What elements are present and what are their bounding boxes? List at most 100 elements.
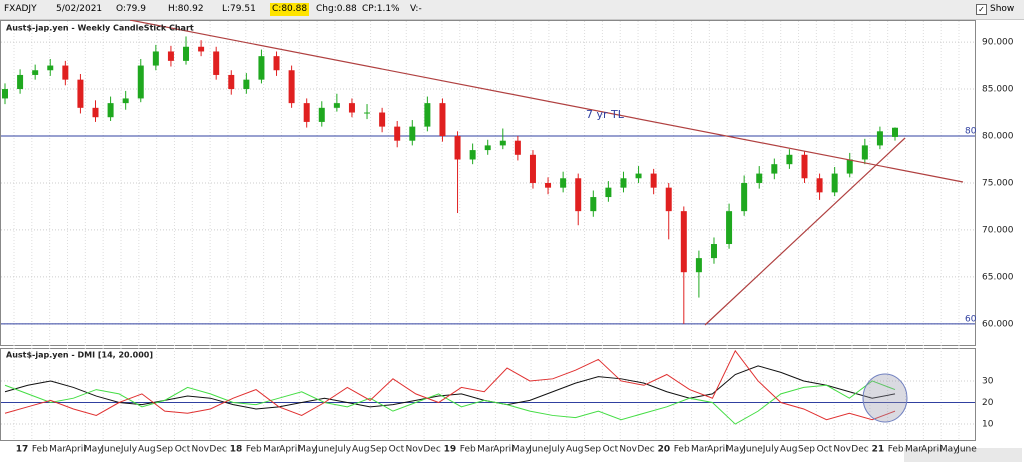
- x-tick-label: 18: [230, 445, 243, 455]
- x-tick-label: Mar: [263, 445, 280, 455]
- candle-body: [876, 131, 883, 146]
- candle-body: [198, 46, 205, 52]
- x-tick-label: Aug: [352, 445, 370, 455]
- x-tick-label: Feb: [674, 445, 690, 455]
- x-tick-label: Dec: [209, 445, 226, 455]
- candle-body: [529, 154, 536, 183]
- x-tick-label: April: [921, 445, 942, 455]
- candle-body: [756, 173, 763, 183]
- dmi-title: Aust$-jap.yen - DMI [14, 20.000]: [6, 351, 153, 360]
- x-tick-label: Dec: [851, 445, 868, 455]
- trend-line: [129, 20, 964, 183]
- chart: Aust$-jap.yen - Weekly CandleStick Chart…: [0, 20, 1024, 465]
- price-title: Aust$-jap.yen - Weekly CandleStick Chart: [6, 24, 194, 33]
- candle-body: [258, 56, 265, 80]
- x-tick-label: July: [548, 445, 566, 455]
- candle-body: [801, 154, 808, 179]
- candle-body: [348, 103, 355, 113]
- x-tick-label: Sep: [798, 445, 815, 455]
- candle-body: [499, 140, 506, 146]
- candle-body: [228, 74, 235, 90]
- checkbox[interactable]: ✓: [976, 4, 987, 15]
- y-tick-label: 80.000: [982, 132, 1014, 142]
- date: 5/02/2021: [56, 4, 103, 14]
- candle-body: [152, 51, 159, 66]
- candle-body: [786, 154, 793, 165]
- x-tick-label: Feb: [246, 445, 262, 455]
- x-tick-label: Sep: [370, 445, 387, 455]
- candle-body: [47, 65, 54, 71]
- x-tick-label: Mar: [477, 445, 494, 455]
- candle-body: [650, 173, 657, 188]
- x-tick-label: Nov: [833, 445, 851, 455]
- x-tick-label: April: [493, 445, 514, 455]
- x-tick-label: 19: [444, 445, 457, 455]
- candle-body: [695, 258, 702, 273]
- candle-body: [741, 182, 748, 212]
- candle-body: [635, 173, 642, 179]
- x-tick-label: Feb: [460, 445, 476, 455]
- candle-body: [107, 103, 114, 118]
- x-tick-label: 17: [16, 445, 29, 455]
- candle-body: [831, 173, 838, 193]
- candle-body: [514, 140, 521, 155]
- candle-body: [590, 197, 597, 212]
- candle-body: [469, 150, 476, 160]
- y-tick-label: 60.000: [982, 319, 1014, 329]
- x-tick-label: Nov: [192, 445, 210, 455]
- trend-line: [704, 137, 906, 326]
- x-tick-label: Aug: [566, 445, 584, 455]
- y-tick-label: 85.000: [982, 85, 1014, 95]
- x-tick-label: Aug: [780, 445, 798, 455]
- toolbar: FXADJY 5/02/2021 O:79.9 H:80.92 L:79.51 …: [0, 0, 1024, 33]
- level-label: 80: [965, 127, 977, 137]
- x-tick-label: May: [512, 445, 531, 455]
- x-tick-label: Nov: [405, 445, 423, 455]
- volume: V:-: [410, 4, 422, 14]
- candle-body: [545, 182, 552, 188]
- x-tick-label: Sep: [584, 445, 601, 455]
- dmi-line: [4, 349, 896, 421]
- candle-body: [726, 211, 733, 245]
- price-panel: [0, 20, 976, 346]
- candle-body: [409, 126, 416, 141]
- low: L:79.51: [222, 4, 256, 14]
- annotation: 7 yr TL: [586, 108, 625, 121]
- candle-body: [484, 145, 491, 151]
- candle-body: [364, 112, 371, 114]
- x-tick-label: Oct: [389, 445, 405, 455]
- level-label: 60: [965, 314, 977, 324]
- candle-body: [771, 164, 778, 174]
- candle-body: [77, 79, 84, 108]
- y-tick-label: 70.000: [982, 225, 1014, 235]
- candle-body: [816, 178, 823, 193]
- candle-body: [17, 74, 24, 90]
- candle-body: [92, 107, 99, 118]
- x-tick-label: June: [100, 445, 121, 455]
- candle-body: [2, 89, 8, 99]
- dmi-panel: [0, 348, 976, 441]
- x-tick-label: Sep: [156, 445, 173, 455]
- x-tick-label: 20: [658, 445, 671, 455]
- x-tick-label: Oct: [603, 445, 619, 455]
- candle-body: [605, 187, 612, 198]
- candle-body: [213, 51, 220, 75]
- candle-body: [620, 178, 627, 188]
- candle-body: [424, 103, 431, 127]
- y-tick-label: 65.000: [982, 272, 1014, 282]
- x-tick-label: July: [334, 445, 352, 455]
- x-tick-label: May: [298, 445, 317, 455]
- x-tick-label: Mar: [691, 445, 708, 455]
- x-tick-label: July: [762, 445, 780, 455]
- x-tick-label: Feb: [888, 445, 904, 455]
- candle-body: [122, 98, 129, 104]
- x-tick-label: May: [726, 445, 745, 455]
- candle-body: [846, 159, 853, 174]
- change: Chg:0.88: [316, 4, 357, 14]
- x-tick-label: June: [742, 445, 763, 455]
- candle-body: [303, 103, 310, 122]
- x-tick-label: May: [84, 445, 103, 455]
- candle-body: [454, 136, 461, 160]
- nav-buttons[interactable]: [904, 448, 1022, 462]
